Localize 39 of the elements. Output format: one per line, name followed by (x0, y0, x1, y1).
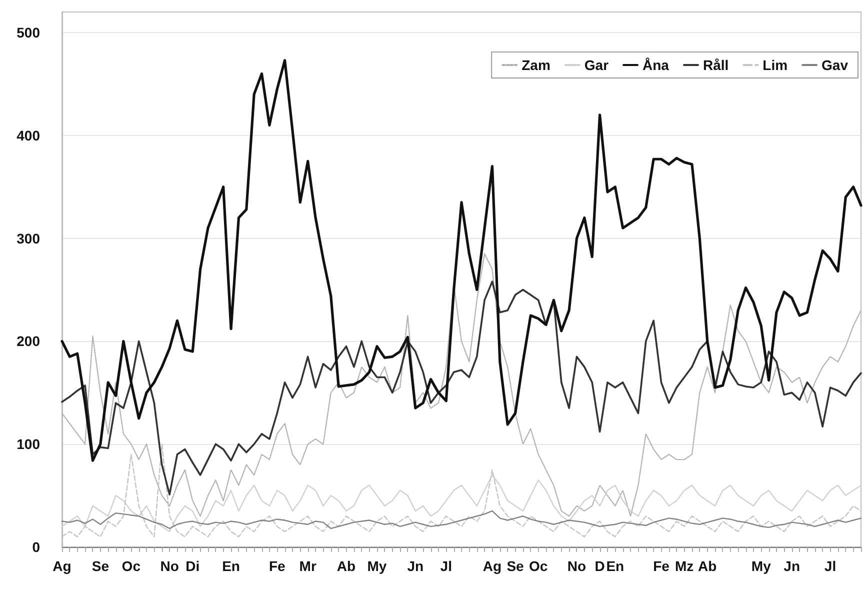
x-tick-label: En (222, 558, 240, 574)
x-tick-label: Ab (698, 558, 717, 574)
legend-label: Lim (762, 57, 788, 73)
x-tick-label: Mz (674, 558, 694, 574)
x-tick-label: No (160, 558, 179, 574)
legend-label: Gar (584, 57, 610, 73)
y-tick-label: 500 (16, 24, 40, 41)
x-tick-label: Ag (482, 558, 502, 574)
x-tick-label: Fe (268, 558, 286, 574)
x-tick-label: Oc (528, 558, 548, 574)
y-tick-label: 300 (16, 230, 40, 246)
x-tick-label: Jn (407, 558, 424, 574)
x-tick-label: No (567, 558, 586, 574)
legend-label: Åna (642, 57, 670, 73)
legend-label: Zam (522, 57, 550, 73)
y-tick-label: 100 (16, 436, 40, 452)
x-tick-label: My (751, 558, 772, 574)
legend-label: Råll (702, 57, 729, 73)
y-tick-label: 0 (32, 539, 40, 555)
x-tick-label: Se (92, 558, 110, 574)
x-tick-label: Se (506, 558, 524, 574)
x-tick-label: Di (186, 558, 200, 574)
x-tick-label: Jl (824, 558, 836, 574)
x-tick-label: D (594, 558, 605, 574)
y-tick-label: 400 (16, 127, 40, 144)
x-tick-label: Fe (653, 558, 670, 574)
x-tick-label: Jl (440, 558, 452, 574)
y-tick-label: 200 (16, 333, 40, 350)
x-tick-label: Oc (122, 558, 141, 574)
x-tick-label: En (606, 558, 624, 574)
line-series (60, 59, 862, 462)
line-series (61, 280, 862, 496)
x-tick-label: Ag (52, 558, 72, 574)
x-tick-label: Mr (299, 558, 317, 574)
x-tick-label: Ab (336, 558, 356, 574)
x-tick-label: My (367, 558, 387, 574)
line-series (61, 510, 862, 530)
legend-label: Gav (822, 57, 848, 73)
x-tick-label: Jn (784, 558, 800, 574)
